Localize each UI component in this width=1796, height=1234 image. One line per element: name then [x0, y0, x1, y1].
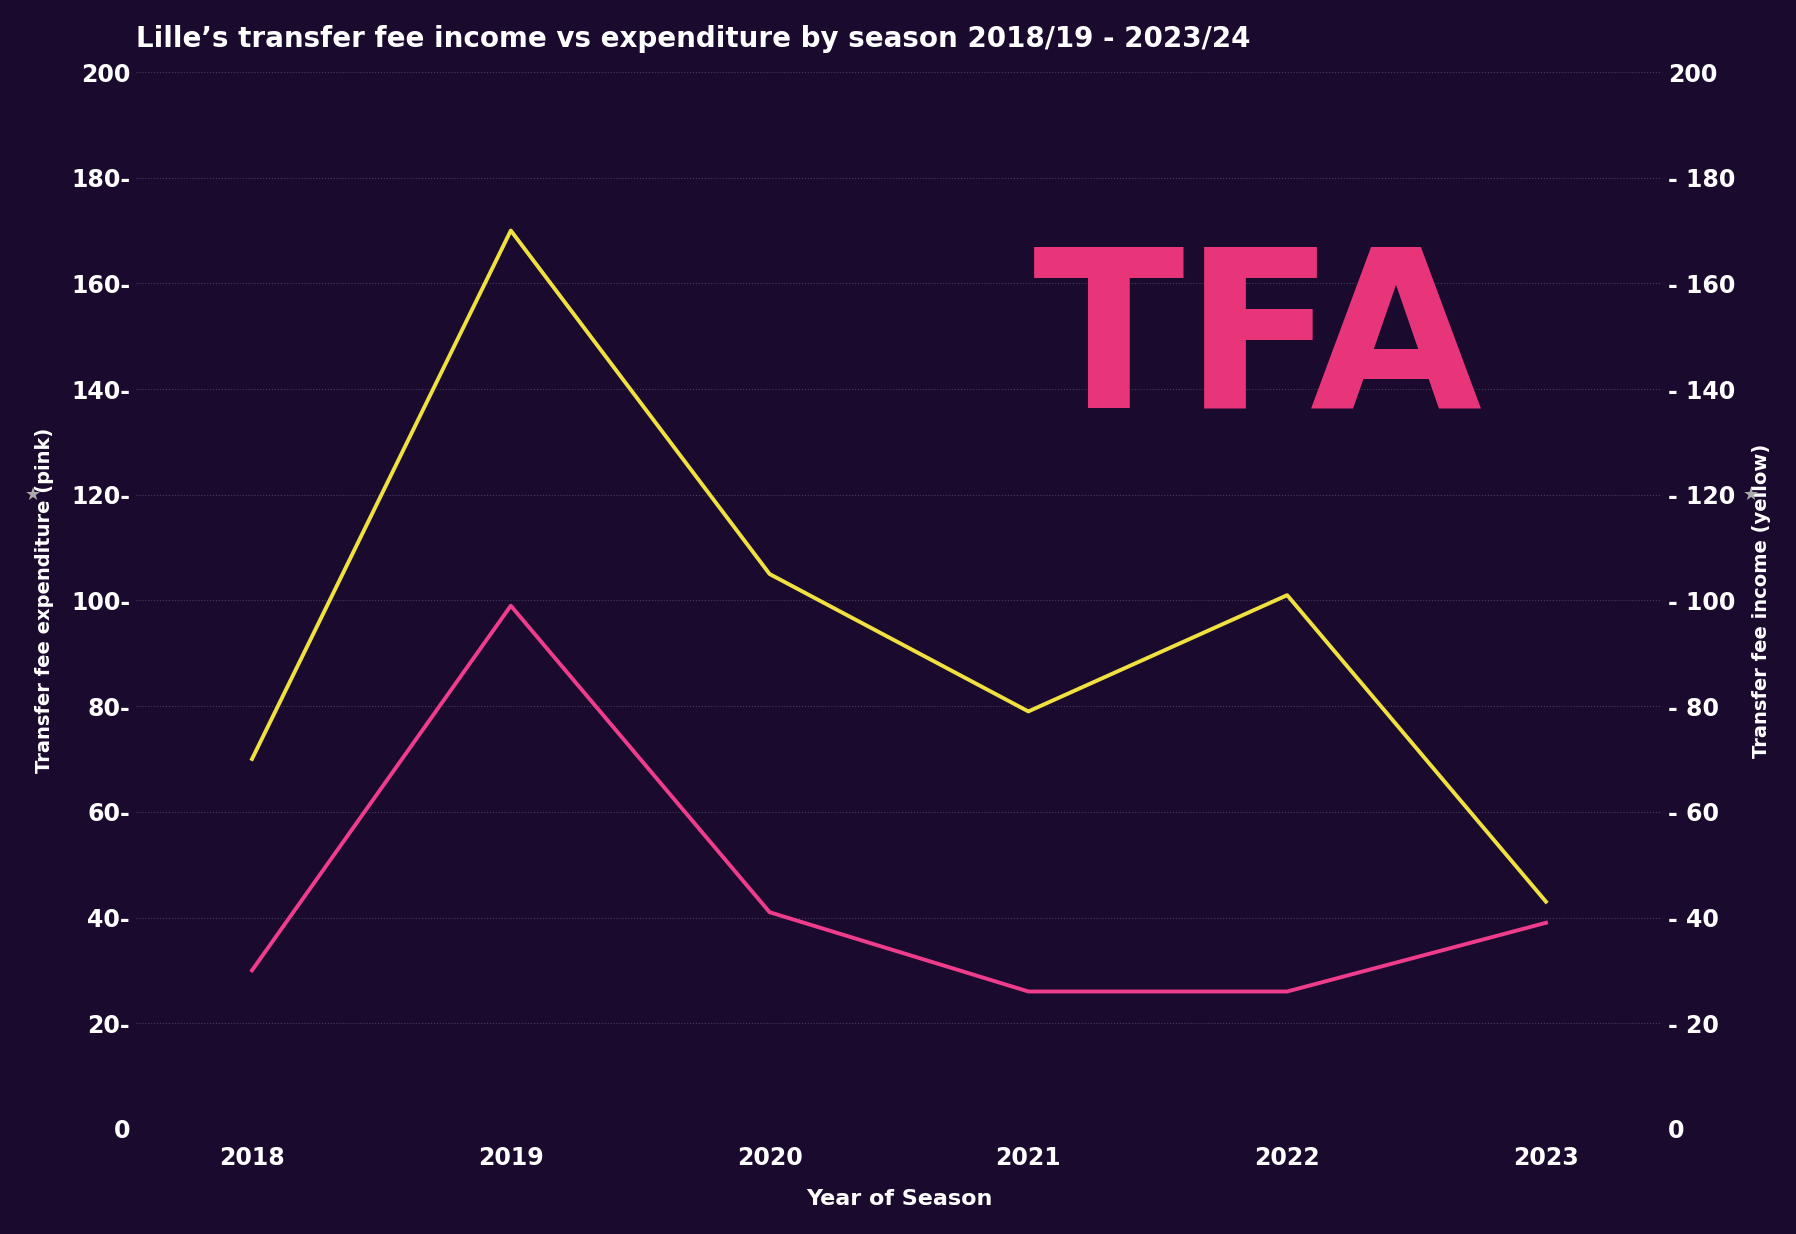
Text: Lille’s transfer fee income vs expenditure by season 2018/19 - 2023/24: Lille’s transfer fee income vs expenditu… [135, 25, 1250, 53]
Text: TFA: TFA [1033, 239, 1483, 454]
Text: ★: ★ [1742, 486, 1758, 503]
X-axis label: Year of Season: Year of Season [806, 1190, 991, 1209]
Y-axis label: Transfer fee income (yellow): Transfer fee income (yellow) [1753, 443, 1771, 758]
Text: ★: ★ [25, 486, 41, 503]
Y-axis label: Transfer fee expenditure (pink): Transfer fee expenditure (pink) [36, 428, 54, 772]
